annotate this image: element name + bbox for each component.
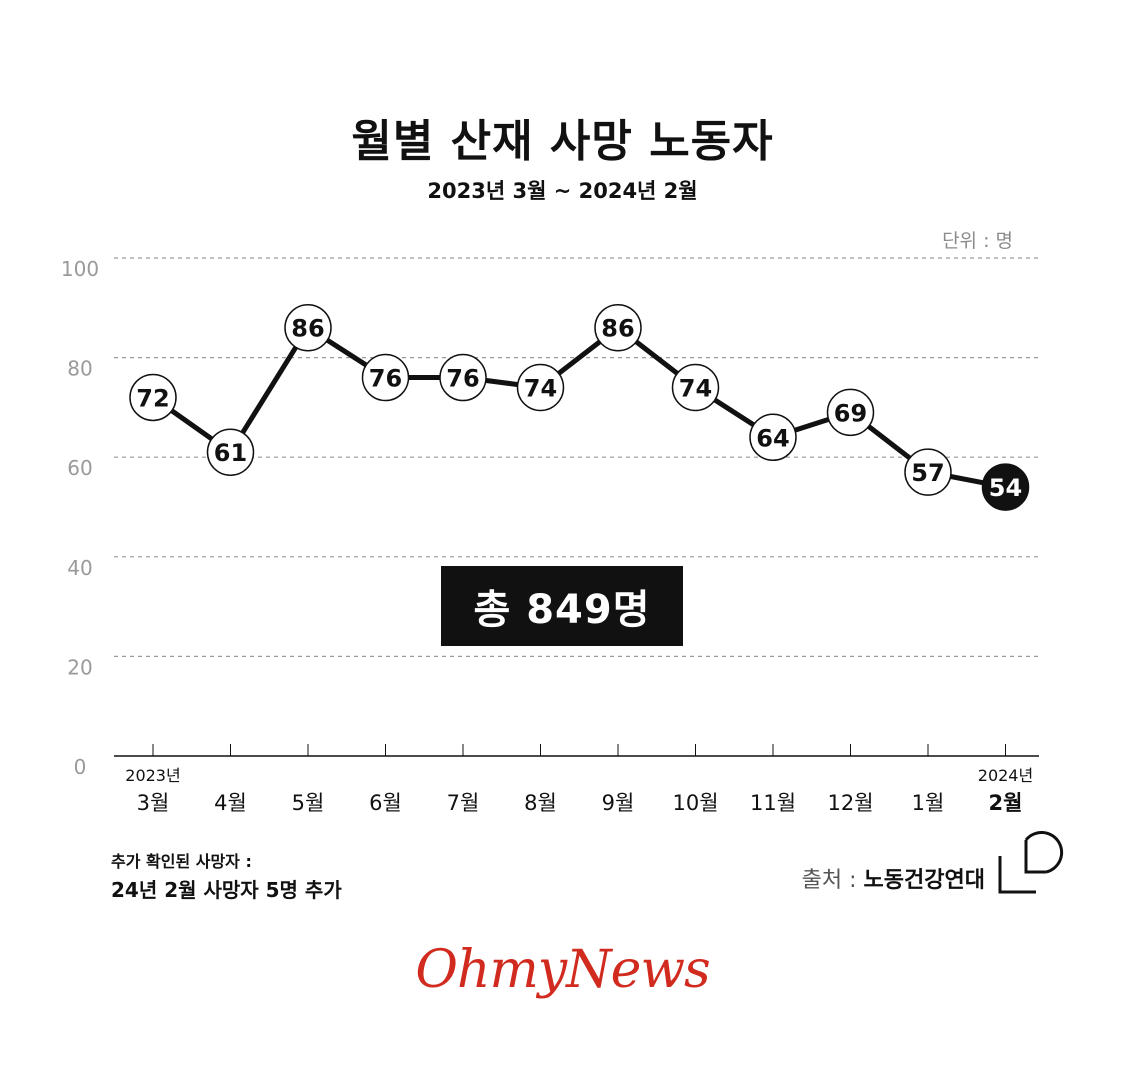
source-name: 노동건강연대 bbox=[863, 868, 985, 893]
data-label: 86 bbox=[291, 315, 324, 343]
x-tick-label: 5월 bbox=[292, 791, 325, 815]
data-point bbox=[129, 373, 177, 422]
data-label: 61 bbox=[214, 439, 247, 467]
data-label: 74 bbox=[679, 374, 712, 402]
data-point bbox=[284, 303, 332, 352]
source-credit: 출처 : 노동건강연대 bbox=[802, 862, 985, 894]
chart-subtitle: 2023년 3월 ~ 2024년 2월 bbox=[427, 179, 698, 203]
y-tick-label: 100 bbox=[61, 257, 99, 281]
data-point bbox=[206, 428, 255, 476]
data-point bbox=[671, 363, 720, 412]
x-tick-label: 10월 bbox=[672, 791, 718, 815]
data-label: 64 bbox=[756, 424, 789, 452]
x-tick-label: 9월 bbox=[602, 791, 635, 815]
data-label: 54 bbox=[989, 474, 1022, 502]
data-point bbox=[904, 448, 952, 496]
data-point bbox=[439, 353, 487, 402]
unit-label: 단위 : 명 bbox=[942, 230, 1013, 252]
x-tick-label: 8월 bbox=[524, 791, 557, 815]
x-tick-label: 3월 bbox=[137, 791, 170, 815]
publisher-logo-icon bbox=[998, 830, 1064, 894]
x-tick-label: 1월 bbox=[912, 791, 945, 815]
year-label-end: 2024년 bbox=[978, 766, 1033, 785]
brand-logo: OhmyNews bbox=[415, 940, 710, 1000]
data-label: 74 bbox=[524, 374, 557, 402]
data-label: 86 bbox=[601, 315, 634, 343]
y-tick-label: 80 bbox=[67, 357, 92, 381]
source-prefix: 출처 : bbox=[801, 868, 864, 893]
data-point bbox=[594, 303, 642, 352]
data-label: 76 bbox=[369, 365, 402, 393]
x-tick-label: 7월 bbox=[447, 791, 480, 815]
year-label-start: 2023년 bbox=[125, 766, 180, 785]
y-tick-label: 20 bbox=[67, 655, 92, 679]
y-tick-label: 60 bbox=[67, 456, 92, 480]
x-tick-label: 4월 bbox=[214, 791, 247, 815]
data-point bbox=[981, 463, 1030, 511]
data-point bbox=[749, 413, 797, 462]
data-label: 76 bbox=[446, 365, 479, 393]
x-tick-label: 12월 bbox=[827, 791, 873, 815]
data-point bbox=[516, 363, 565, 412]
y-tick-label: 0 bbox=[74, 755, 87, 779]
total-badge: 총 849명 bbox=[441, 566, 683, 646]
x-tick-label: 6월 bbox=[369, 791, 402, 815]
note-title: 추가 확인된 사망자 : bbox=[111, 852, 252, 871]
data-label: 72 bbox=[136, 384, 169, 412]
chart-title: 월별 산재 사망 노동자 bbox=[351, 116, 774, 167]
data-label: 69 bbox=[834, 399, 867, 427]
series-line bbox=[151, 325, 1006, 490]
x-tick-label: 2월 bbox=[989, 791, 1023, 815]
data-point bbox=[826, 388, 875, 437]
note-text: 24년 2월 사망자 5명 추가 bbox=[111, 878, 342, 902]
data-point bbox=[361, 353, 410, 402]
data-label: 57 bbox=[911, 459, 944, 487]
y-tick-label: 40 bbox=[67, 556, 92, 580]
x-tick-label: 11월 bbox=[750, 791, 796, 815]
